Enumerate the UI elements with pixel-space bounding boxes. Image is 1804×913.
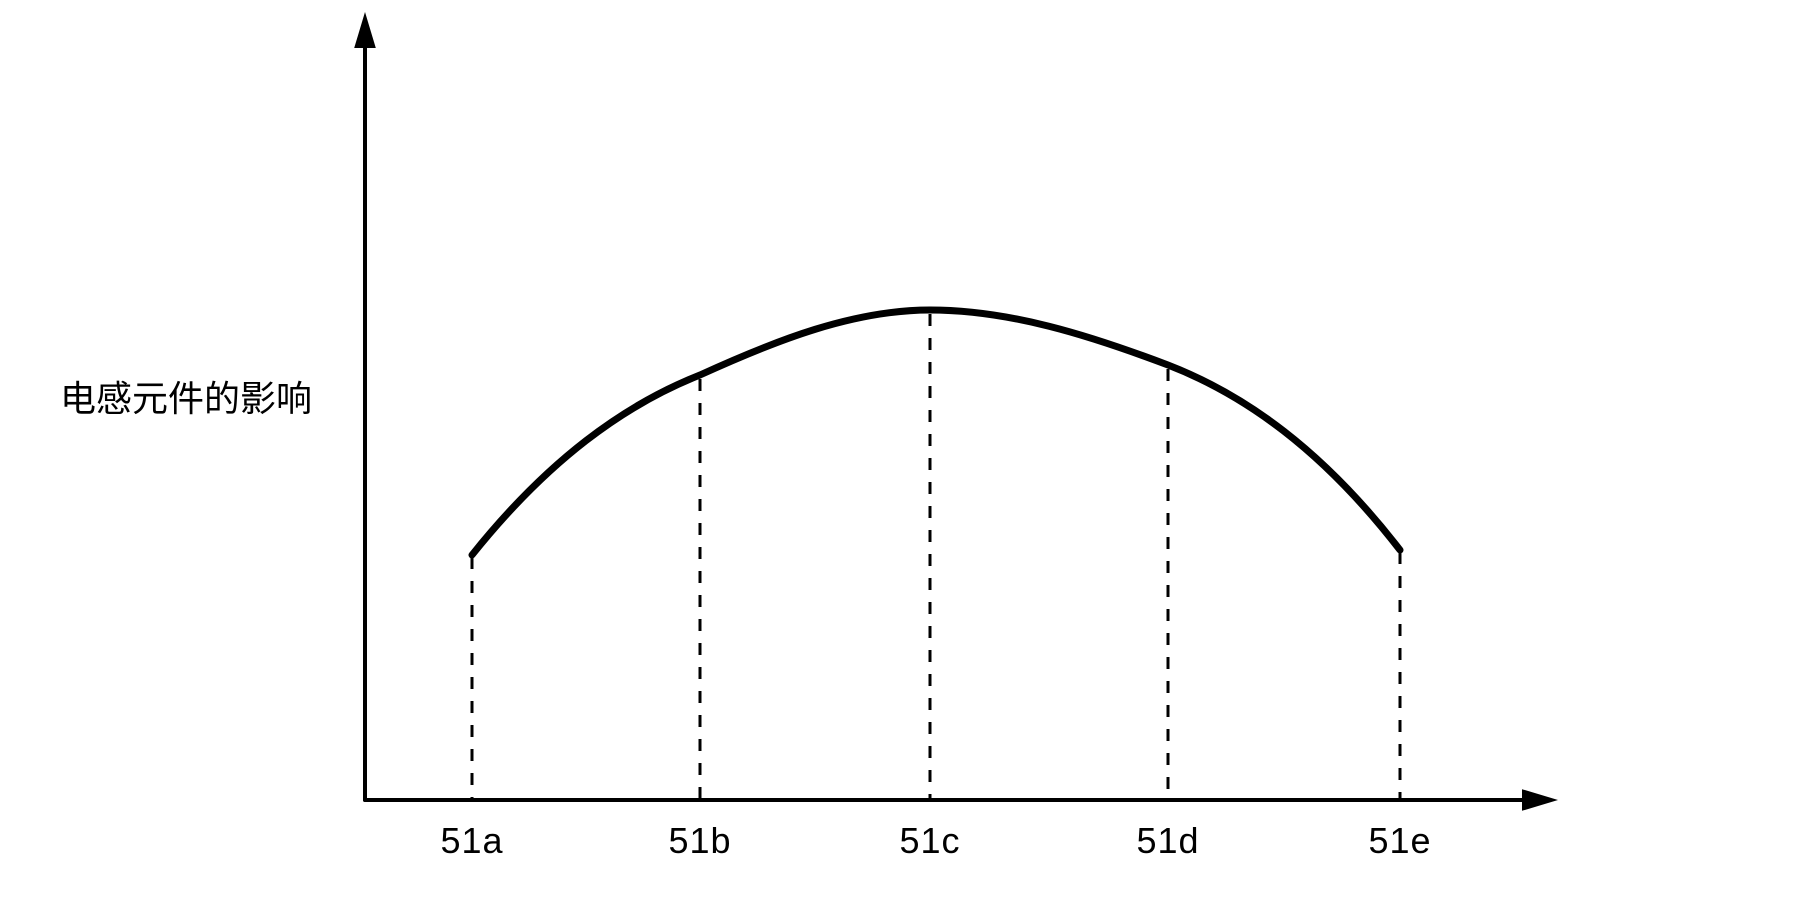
x-tick-label: 51b: [668, 820, 731, 862]
x-tick-label: 51e: [1368, 820, 1431, 862]
chart-container: 电感元件的影响 51a 51b 51c 51d 51e: [0, 0, 1804, 913]
y-axis-label: 电感元件的影响: [60, 370, 312, 422]
x-tick-label: 51a: [440, 820, 503, 862]
curve: [472, 310, 1400, 555]
chart-svg: [0, 0, 1804, 913]
x-tick-label: 51d: [1136, 820, 1199, 862]
x-tick-label: 51c: [899, 820, 960, 862]
